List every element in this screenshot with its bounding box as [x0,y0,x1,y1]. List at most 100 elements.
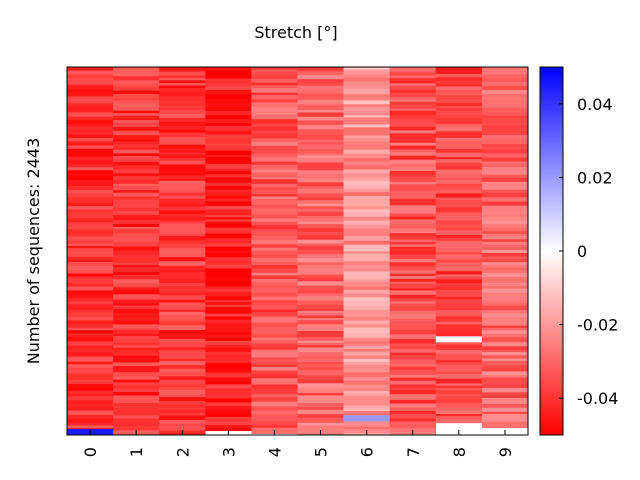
heatmap-cell [297,212,344,217]
heatmap-cell [251,275,298,280]
heatmap-cell [343,309,390,314]
heatmap-cell [205,250,252,254]
heatmap-cell [297,165,344,169]
x-tick-label: 7 [404,447,423,457]
heatmap-cell [481,118,529,123]
heatmap-cell [389,418,437,422]
heatmap-cell [251,237,298,241]
heatmap-cell [343,337,390,342]
x-tick-group: 0 1 2 3 4 5 6 7 8 9 [81,430,515,457]
heatmap-cell [481,349,529,353]
heatmap-cell [67,320,114,325]
heatmap-cell [435,133,483,139]
heatmap-cell [205,139,252,144]
heatmap-cell [343,161,390,166]
heatmap-cell [389,384,437,389]
heatmap-cell [67,415,114,419]
heatmap-cell [435,220,483,225]
heatmap-cell [297,206,344,210]
heatmap-cell [389,427,437,433]
heatmap-cell [435,368,483,372]
colorbar-tick-label: 0.04 [577,95,613,114]
heatmap-cell [205,322,252,328]
heatmap-cell [435,350,483,354]
heatmap-cell [205,351,252,356]
heatmap-cell [159,203,206,208]
heatmap-cell [205,182,252,187]
heatmap-cell [435,419,483,424]
heatmap-cell [389,397,437,401]
heatmap-cell [343,228,390,232]
heatmap-cell [435,252,483,255]
heatmap-cell [435,159,483,163]
heatmap-cell [297,168,344,171]
heatmap-cell [435,240,483,246]
heatmap-cell [205,402,252,407]
heatmap-cell [159,282,206,287]
heatmap-cell [113,165,160,170]
heatmap-cell [67,176,114,181]
x-tick-label: 6 [358,447,377,457]
heatmap-cell [481,411,529,415]
heatmap-cell [389,303,437,306]
heatmap-cell [159,160,206,165]
heatmap-cell [251,318,298,323]
heatmap-cell [251,364,298,368]
heatmap-cell [297,318,344,321]
heatmap-cell [389,298,437,302]
heatmap-cell [343,408,390,412]
heatmap-cell [435,108,483,112]
heatmap-cell [205,392,252,396]
heatmap-cell [159,334,206,340]
heatmap-cell [159,285,206,290]
heatmap-cell [159,261,206,266]
heatmap-cell [297,300,344,306]
heatmap-cell [343,275,390,280]
heatmap-cell [67,193,114,198]
heatmap-cell [389,305,437,309]
heatmap-cell [389,346,437,350]
heatmap-cell [481,310,529,314]
heatmap-cell [297,216,344,219]
heatmap-cell [389,359,437,365]
heatmap-cell [435,247,483,253]
heatmap-cell [481,369,529,372]
heatmap-cell [343,368,390,373]
heatmap-cell [343,153,390,159]
heatmap-cell [205,103,252,108]
heatmap-cell [159,231,206,235]
heatmap-cell [113,320,160,325]
heatmap-cell [251,187,298,192]
heatmap-cell [205,179,252,184]
heatmap-cell [389,205,437,210]
heatmap-cell [159,91,206,97]
heatmap-cell [251,208,298,213]
heatmap-cell [343,358,390,363]
heatmap-cell [113,262,160,266]
heatmap-cell [67,317,114,321]
heatmap-cell [435,299,483,304]
heatmap-cell [389,413,437,419]
heatmap-cell [435,86,483,91]
heatmap-cell [251,229,298,232]
heatmap-cell [435,290,483,295]
heatmap-cell [481,381,529,385]
heatmap-cell [159,350,206,356]
heatmap-cell [481,149,529,154]
heatmap-cell [481,360,529,366]
heatmap-cell [481,398,529,402]
heatmap-cell [251,362,298,365]
heatmap-cell [205,388,252,393]
heatmap-cell [481,296,529,301]
heatmap-cell [435,314,483,317]
heatmap-cell [159,178,206,182]
heatmap-cell [159,67,206,72]
heatmap-cell [297,170,344,174]
heatmap-cell [389,190,437,196]
heatmap-cell [481,355,529,359]
heatmap-cell [435,234,483,239]
heatmap-cell [481,256,529,259]
heatmap-cell [297,85,344,90]
heatmap-cell [251,388,298,392]
heatmap-cell [113,379,160,383]
